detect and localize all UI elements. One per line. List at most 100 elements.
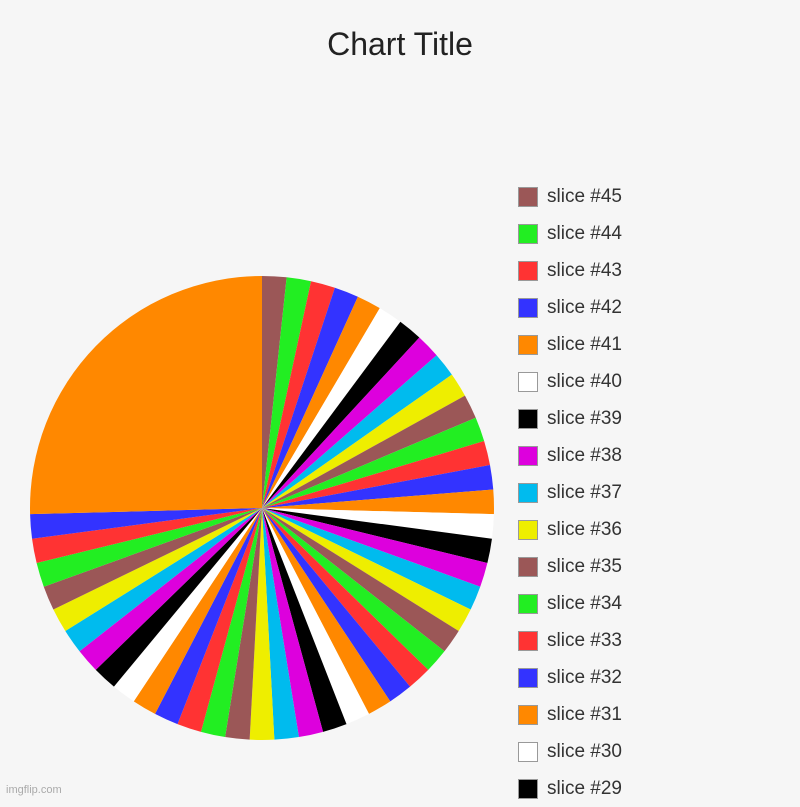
pie-slice-17 [262,508,492,564]
legend-item: slice #36 [518,511,622,548]
legend-swatch [518,667,538,688]
pie-slice-27 [262,508,347,732]
pie-slice-22 [262,508,445,670]
legend-item: slice #38 [518,437,622,474]
legend-label: slice #42 [547,296,622,318]
legend-label: slice #30 [547,740,622,762]
pie-slice-29 [262,508,299,740]
legend-label: slice #45 [547,185,622,207]
legend-item: slice #33 [518,622,622,659]
legend-swatch [518,334,538,355]
legend-swatch [518,371,538,392]
legend-item: slice #29 [518,770,622,807]
pie-slice-39 [65,508,262,652]
pie-slice-38 [79,508,263,670]
legend-item: slice #35 [518,548,622,585]
legend-label: slice #39 [547,407,622,429]
pie-slice-40 [53,508,262,632]
legend-swatch [518,223,538,244]
legend-label: slice #34 [547,592,622,614]
pie-slice-30 [249,508,275,740]
watermark: imgflip.com [6,784,62,796]
legend-swatch [518,556,538,577]
pie-slice-14 [262,465,494,508]
legend-swatch [518,482,538,503]
pie-slice-24 [262,508,411,702]
legend-label: slice #31 [547,703,622,725]
legend-item: slice #42 [518,289,622,326]
legend-item: slice #45 [518,178,622,215]
pie-slice-42 [36,508,262,587]
pie-slice-41 [43,508,263,610]
pie-slice-11 [262,395,476,508]
legend-label: slice #40 [547,370,622,392]
legend-swatch [518,297,538,318]
legend-swatch [518,630,538,651]
legend-item: slice #39 [518,400,622,437]
pie-slice-10 [262,374,465,508]
legend-item: slice #41 [518,326,622,363]
legend-swatch [518,186,538,207]
pie-slice-34 [155,508,262,725]
pie-slice-3 [262,281,335,508]
pie-slice-16 [262,508,494,539]
legend-label: slice #32 [547,666,622,688]
legend-swatch [518,593,538,614]
legend-swatch [518,260,538,281]
chart-legend: slice #45 slice #44 slice #43 slice #42 slic… [518,178,622,807]
pie-slice-19 [262,508,481,610]
pie-slice-2 [262,277,312,508]
legend-swatch [518,741,538,762]
pie-slice-5 [262,296,380,508]
legend-item: slice #40 [518,363,622,400]
pie-slice-8 [262,337,437,508]
pie-slice-31 [225,508,262,740]
pie-slice-23 [262,508,429,687]
pie-slice-12 [262,417,485,508]
pie-slice-43 [32,508,262,564]
pie-slice-45 [29,276,262,515]
pie-slice-20 [262,508,471,632]
legend-swatch [518,778,538,799]
pie-slice-15 [262,489,495,515]
pie-slice-7 [262,321,420,508]
legend-item: slice #37 [518,474,622,511]
legend-swatch [518,519,538,540]
pie-slice-9 [262,355,452,508]
pie-slice-13 [262,441,490,508]
legend-label: slice #37 [547,481,622,503]
legend-swatch [518,445,538,466]
legend-item: slice #30 [518,733,622,770]
legend-swatch [518,704,538,725]
legend-item: slice #44 [518,215,622,252]
pie-slice-25 [262,508,391,714]
legend-label: slice #38 [547,444,622,466]
legend-label: slice #41 [547,333,622,355]
legend-label: slice #29 [547,777,622,799]
legend-item: slice #43 [518,252,622,289]
pie-slice-21 [262,508,459,652]
pie-slice-37 [95,508,262,687]
chart-title: Chart Title [327,26,473,62]
pie-slice-18 [262,508,488,587]
pie-slice-1 [262,276,287,508]
legend-label: slice #33 [547,629,622,651]
legend-item: slice #31 [518,696,622,733]
legend-label: slice #44 [547,222,622,244]
pie-slice-44 [30,508,262,539]
legend-label: slice #43 [547,259,622,281]
legend-swatch [518,408,538,429]
pie-slice-6 [262,308,401,508]
pie-slice-36 [113,508,263,702]
pie-slice-4 [262,287,358,508]
legend-label: slice #35 [547,555,622,577]
legend-item: slice #32 [518,659,622,696]
legend-item: slice #34 [518,585,622,622]
pie-slice-32 [200,508,262,738]
pie-slice-35 [133,508,262,714]
legend-label: slice #36 [547,518,622,540]
pie-slice-26 [262,508,369,725]
pie-slice-33 [177,508,262,732]
pie-slice-28 [262,508,324,738]
